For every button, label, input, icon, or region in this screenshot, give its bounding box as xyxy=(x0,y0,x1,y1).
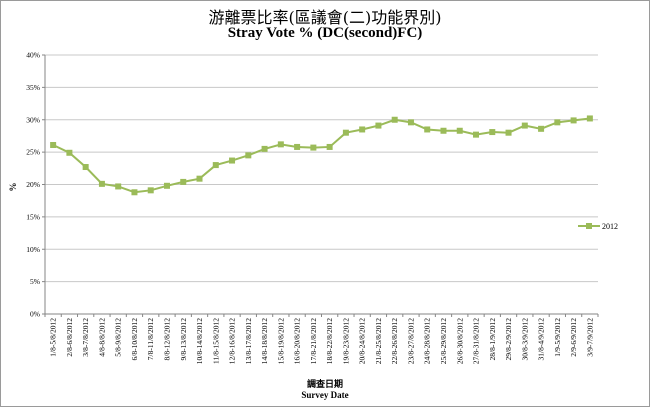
data-point xyxy=(196,175,203,182)
data-point xyxy=(82,164,89,171)
data-point xyxy=(229,157,236,164)
y-tick-label: 35% xyxy=(26,83,40,92)
x-tick-label: 11/8-15/8/2012 xyxy=(211,318,220,364)
data-point xyxy=(245,152,252,159)
x-tick-label: 3/9-7/9/2012 xyxy=(585,318,594,357)
x-tick-label: 1/8-5/8/2012 xyxy=(49,318,58,357)
y-tick-label: 0% xyxy=(30,310,40,319)
data-point xyxy=(554,119,561,126)
data-point xyxy=(440,127,447,134)
x-axis-label: Survey Date xyxy=(301,390,349,400)
data-point xyxy=(212,162,219,169)
data-point xyxy=(115,183,122,190)
data-point xyxy=(147,187,154,194)
y-tick-label: 30% xyxy=(26,115,40,124)
data-point xyxy=(586,115,593,122)
x-tick-label: 14/8-18/8/2012 xyxy=(260,318,269,364)
x-tick-label: 24/8-28/8/2012 xyxy=(423,318,432,364)
data-point xyxy=(342,129,349,136)
gridlines xyxy=(45,54,598,283)
x-tick-label: 28/8-1/9/2012 xyxy=(488,318,497,361)
data-point xyxy=(391,116,398,123)
x-tick-label: 20/8-24/8/2012 xyxy=(358,318,367,364)
data-point xyxy=(570,117,577,124)
data-point xyxy=(98,180,105,187)
x-tick-label: 16/8-20/8/2012 xyxy=(293,318,302,364)
x-tick-label: 12/8-16/8/2012 xyxy=(228,318,237,364)
data-point xyxy=(66,149,73,156)
y-tick-label: 25% xyxy=(26,148,40,157)
x-tick-label: 23/8-27/8/2012 xyxy=(406,318,415,364)
data-point xyxy=(180,178,187,185)
y-tick-label: 15% xyxy=(26,212,40,221)
x-tick-label: 15/8-19/8/2012 xyxy=(276,318,285,364)
x-tick-label: 8/8-12/8/2012 xyxy=(162,318,171,361)
series-2012 xyxy=(50,115,593,196)
x-tick-label: 2/8-6/8/2012 xyxy=(65,318,74,357)
y-tick-label: 5% xyxy=(30,277,40,286)
data-point xyxy=(505,129,512,136)
data-point xyxy=(424,126,431,133)
x-tick-label: 21/8-25/8/2012 xyxy=(374,318,383,364)
data-point xyxy=(131,189,138,196)
x-tick-label: 26/8-30/8/2012 xyxy=(455,318,464,364)
chart-title-chinese: 游離票比率(區議會(二)功能界別) xyxy=(208,8,442,27)
y-tick-label: 10% xyxy=(26,245,40,254)
data-point xyxy=(50,142,57,149)
x-tick-label: 5/8-9/8/2012 xyxy=(114,318,123,357)
y-axis-ticks: 0% 5% 10% 15% 20% 25% 30% 35% 40% xyxy=(26,51,40,319)
data-point xyxy=(294,143,301,150)
data-point xyxy=(489,129,496,136)
axes xyxy=(42,54,599,317)
data-point xyxy=(473,131,480,138)
data-point xyxy=(407,119,414,126)
series-line xyxy=(52,117,590,194)
x-axis-label-chinese: 調查日期 xyxy=(306,380,343,390)
x-tick-label: 29/8-2/9/2012 xyxy=(504,318,513,361)
y-tick-label: 20% xyxy=(26,180,40,189)
y-tick-label: 40% xyxy=(26,51,40,60)
data-point xyxy=(375,122,382,129)
x-tick-label: 27/8-31/8/2012 xyxy=(472,318,481,364)
x-tick-label: 7/8-11/8/2012 xyxy=(146,318,155,360)
x-tick-label: 9/8-13/8/2012 xyxy=(179,318,188,361)
chart-title: Stray Vote % (DC(second)FC) xyxy=(227,25,423,41)
x-tick-label: 25/8-29/8/2012 xyxy=(439,318,448,364)
x-tick-label: 30/8-3/9/2012 xyxy=(520,318,529,361)
x-tick-label: 31/8-4/9/2012 xyxy=(537,318,546,361)
x-tick-label: 2/9-6/9/2012 xyxy=(569,318,578,357)
x-axis-ticks: 1/8-5/8/2012 2/8-6/8/2012 3/8-7/8/2012 4/8-… xyxy=(49,318,595,364)
x-tick-label: 3/8-7/8/2012 xyxy=(81,318,90,357)
data-point xyxy=(456,127,463,134)
legend: 2012 xyxy=(578,222,618,231)
y-axis-label: % xyxy=(8,183,18,192)
x-tick-label: 19/8-23/8/2012 xyxy=(341,318,350,364)
data-point xyxy=(521,122,528,129)
data-point xyxy=(277,141,284,148)
data-point xyxy=(359,126,366,133)
x-tick-label: 13/8-17/8/2012 xyxy=(244,318,253,364)
x-tick-label: 17/8-21/8/2012 xyxy=(309,318,318,364)
x-tick-label: 18/8-22/8/2012 xyxy=(325,318,334,364)
data-point xyxy=(538,125,545,132)
data-point xyxy=(261,145,268,152)
data-point xyxy=(163,182,170,189)
data-point xyxy=(326,143,333,150)
x-tick-label: 1/9-5/9/2012 xyxy=(553,318,562,357)
x-tick-label: 10/8-14/8/2012 xyxy=(195,318,204,364)
data-point xyxy=(310,144,317,151)
x-tick-label: 6/8-10/8/2012 xyxy=(130,318,139,361)
legend-label-2012: 2012 xyxy=(602,222,618,231)
x-tick-label: 22/8-26/8/2012 xyxy=(390,318,399,364)
x-tick-label: 4/8-8/8/2012 xyxy=(97,318,106,357)
legend-marker-icon xyxy=(586,223,592,229)
